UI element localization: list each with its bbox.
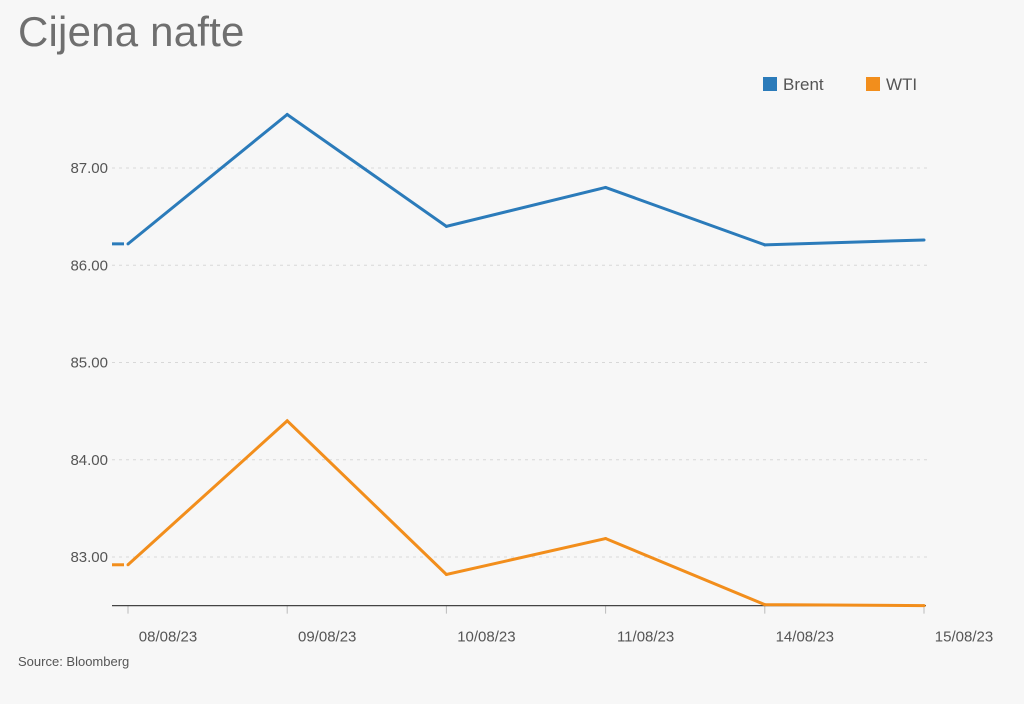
x-tick-label: 15/08/23 [935, 629, 993, 646]
data-point-wti [126, 563, 130, 567]
x-tick-label: 08/08/23 [139, 629, 197, 646]
chart-title: Cijena nafte [18, 8, 245, 55]
legend-label-brent: Brent [783, 75, 824, 94]
data-point-brent [604, 185, 608, 189]
y-tick-label: 87.00 [70, 160, 108, 177]
y-tick-label: 84.00 [70, 452, 108, 469]
source-note: Source: Bloomberg [18, 654, 129, 669]
x-tick-label: 10/08/23 [457, 629, 515, 646]
x-tick-label: 11/08/23 [617, 629, 674, 646]
series-lines [112, 112, 926, 608]
data-point-brent [763, 243, 767, 247]
x-tick-label: 09/08/23 [298, 629, 356, 646]
y-tick-label: 83.00 [70, 549, 108, 566]
legend: Brent WTI [763, 75, 917, 94]
x-tick-label: 14/08/23 [776, 629, 834, 646]
data-point-wti [604, 537, 608, 541]
data-point-brent [285, 113, 289, 117]
data-point-brent [126, 242, 130, 246]
x-axis-ticks: 08/08/23 09/08/23 10/08/23 11/08/23 14/08/23… [127, 605, 993, 646]
series-line-wti [126, 418, 925, 608]
legend-swatch-brent [763, 77, 777, 91]
data-point-brent [922, 238, 926, 242]
legend-label-wti: WTI [886, 75, 917, 94]
data-point-brent [444, 224, 448, 228]
y-tick-label: 86.00 [70, 257, 108, 274]
y-tick-label: 85.00 [70, 355, 108, 372]
data-point-wti [285, 419, 289, 423]
data-point-wti [444, 573, 448, 577]
y-axis-ticks: 83.00 84.00 85.00 86.00 87.00 [70, 160, 108, 566]
gridlines [112, 167, 928, 558]
legend-swatch-wti [866, 77, 880, 91]
data-point-wti [922, 604, 926, 608]
series-line-brent [127, 112, 925, 247]
data-point-wti [763, 603, 767, 607]
